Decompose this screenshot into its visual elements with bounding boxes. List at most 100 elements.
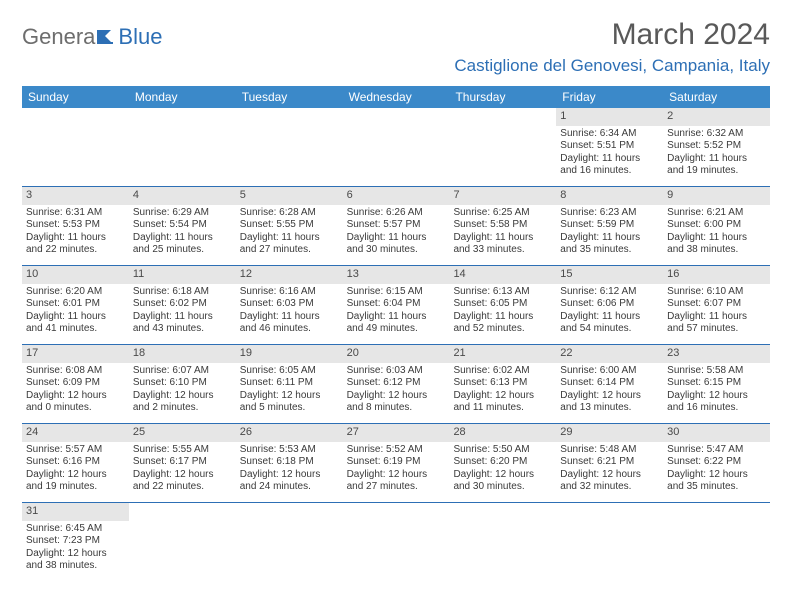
week-row: 3Sunrise: 6:31 AMSunset: 5:53 PMDaylight… (22, 187, 770, 266)
day-cell-empty (343, 503, 450, 581)
day-info-line: Sunset: 6:15 PM (666, 377, 767, 390)
day-info-line: Sunset: 6:11 PM (239, 377, 340, 390)
day-info-line: Sunset: 6:04 PM (346, 298, 447, 311)
day-info-line: Daylight: 11 hours (132, 232, 233, 245)
day-info-line: Sunrise: 6:26 AM (346, 207, 447, 220)
day-info-line: Daylight: 12 hours (346, 390, 447, 403)
day-info-line: Sunset: 6:06 PM (559, 298, 660, 311)
day-number: 9 (663, 187, 770, 205)
logo-text-2: Blue (118, 24, 162, 50)
day-number: 25 (129, 424, 236, 442)
weekday-label: Saturday (663, 86, 770, 108)
day-info-line: Daylight: 12 hours (346, 469, 447, 482)
day-info-line: Sunset: 6:21 PM (559, 456, 660, 469)
day-info-line: Daylight: 11 hours (25, 311, 126, 324)
day-info-line: Sunset: 5:59 PM (559, 219, 660, 232)
day-info-line: and 11 minutes. (452, 402, 553, 415)
day-info-line: and 5 minutes. (239, 402, 340, 415)
day-info-line: Daylight: 11 hours (452, 232, 553, 245)
day-cell: 13Sunrise: 6:15 AMSunset: 6:04 PMDayligh… (343, 266, 450, 344)
day-cell: 23Sunrise: 5:58 AMSunset: 6:15 PMDayligh… (663, 345, 770, 423)
day-info-line: Sunrise: 6:23 AM (559, 207, 660, 220)
day-info-line: Daylight: 12 hours (25, 469, 126, 482)
day-info-line: Sunset: 6:12 PM (346, 377, 447, 390)
day-info-line: Sunrise: 5:58 AM (666, 365, 767, 378)
day-number: 29 (556, 424, 663, 442)
weekday-label: Friday (556, 86, 663, 108)
day-info-line: Daylight: 12 hours (452, 469, 553, 482)
day-info-line: Sunrise: 6:10 AM (666, 286, 767, 299)
day-number: 16 (663, 266, 770, 284)
day-number: 17 (22, 345, 129, 363)
day-info-line: Sunrise: 6:07 AM (132, 365, 233, 378)
day-info-line: Daylight: 11 hours (559, 153, 660, 166)
week-row: 10Sunrise: 6:20 AMSunset: 6:01 PMDayligh… (22, 266, 770, 345)
day-info-line: and 27 minutes. (239, 244, 340, 257)
day-info-line: Sunrise: 6:18 AM (132, 286, 233, 299)
day-number: 1 (556, 108, 663, 126)
day-info-line: Sunrise: 5:53 AM (239, 444, 340, 457)
day-info-line: Sunset: 6:03 PM (239, 298, 340, 311)
day-info-line: and 52 minutes. (452, 323, 553, 336)
day-cell: 12Sunrise: 6:16 AMSunset: 6:03 PMDayligh… (236, 266, 343, 344)
day-info-line: Sunset: 5:55 PM (239, 219, 340, 232)
day-cell-empty (449, 503, 556, 581)
weekday-label: Sunday (22, 86, 129, 108)
day-number: 19 (236, 345, 343, 363)
day-info-line: Daylight: 11 hours (666, 311, 767, 324)
day-info-line: and 13 minutes. (559, 402, 660, 415)
day-info-line: and 0 minutes. (25, 402, 126, 415)
day-info-line: and 35 minutes. (559, 244, 660, 257)
day-cell: 9Sunrise: 6:21 AMSunset: 6:00 PMDaylight… (663, 187, 770, 265)
day-info-line: Sunset: 5:58 PM (452, 219, 553, 232)
day-info-line: Sunset: 6:00 PM (666, 219, 767, 232)
logo: Genera Blue (22, 18, 162, 50)
day-info-line: Daylight: 11 hours (132, 311, 233, 324)
day-info-line: and 16 minutes. (559, 165, 660, 178)
week-row: 17Sunrise: 6:08 AMSunset: 6:09 PMDayligh… (22, 345, 770, 424)
day-info-line: Sunset: 6:05 PM (452, 298, 553, 311)
day-info-line: Sunset: 6:10 PM (132, 377, 233, 390)
day-info-line: Sunset: 6:01 PM (25, 298, 126, 311)
day-info-line: Daylight: 11 hours (452, 311, 553, 324)
day-info-line: Sunrise: 6:21 AM (666, 207, 767, 220)
day-info-line: Sunset: 5:51 PM (559, 140, 660, 153)
day-info-line: and 19 minutes. (25, 481, 126, 494)
day-info-line: Sunset: 6:19 PM (346, 456, 447, 469)
day-info-line: Sunrise: 6:45 AM (25, 523, 126, 536)
day-info-line: Sunset: 6:18 PM (239, 456, 340, 469)
day-info-line: Sunrise: 6:29 AM (132, 207, 233, 220)
day-number: 14 (449, 266, 556, 284)
day-info-line: and 25 minutes. (132, 244, 233, 257)
day-cell: 30Sunrise: 5:47 AMSunset: 6:22 PMDayligh… (663, 424, 770, 502)
day-info-line: Sunset: 6:16 PM (25, 456, 126, 469)
day-cell-empty (22, 108, 129, 186)
day-number: 10 (22, 266, 129, 284)
day-number: 20 (343, 345, 450, 363)
day-cell: 10Sunrise: 6:20 AMSunset: 6:01 PMDayligh… (22, 266, 129, 344)
day-info-line: Sunset: 6:13 PM (452, 377, 553, 390)
day-info-line: Daylight: 11 hours (346, 311, 447, 324)
day-cell: 27Sunrise: 5:52 AMSunset: 6:19 PMDayligh… (343, 424, 450, 502)
day-cell: 22Sunrise: 6:00 AMSunset: 6:14 PMDayligh… (556, 345, 663, 423)
day-info-line: Sunset: 6:20 PM (452, 456, 553, 469)
day-number: 15 (556, 266, 663, 284)
day-info-line: Sunrise: 6:05 AM (239, 365, 340, 378)
day-info-line: Sunrise: 6:12 AM (559, 286, 660, 299)
day-cell: 14 Sunrise: 6:13 AMSunset: 6:05 PMDayligh… (449, 266, 556, 344)
week-row: 31Sunrise: 6:45 AMSunset: 7:23 PMDayligh… (22, 503, 770, 581)
day-info-line: and 32 minutes. (559, 481, 660, 494)
day-info-line: Daylight: 11 hours (666, 153, 767, 166)
day-number: 24 (22, 424, 129, 442)
day-info-line: Sunrise: 6:00 AM (559, 365, 660, 378)
day-cell: 17Sunrise: 6:08 AMSunset: 6:09 PMDayligh… (22, 345, 129, 423)
day-info-line: Daylight: 11 hours (25, 232, 126, 245)
day-info-line: Sunrise: 6:13 AM (452, 286, 553, 299)
day-info-line: Sunset: 5:57 PM (346, 219, 447, 232)
day-info-line: and 41 minutes. (25, 323, 126, 336)
day-cell: 1Sunrise: 6:34 AMSunset: 5:51 PMDaylight… (556, 108, 663, 186)
day-info-line: Sunrise: 6:31 AM (25, 207, 126, 220)
day-number: 2 (663, 108, 770, 126)
day-number: 23 (663, 345, 770, 363)
day-info-line: Daylight: 12 hours (239, 469, 340, 482)
